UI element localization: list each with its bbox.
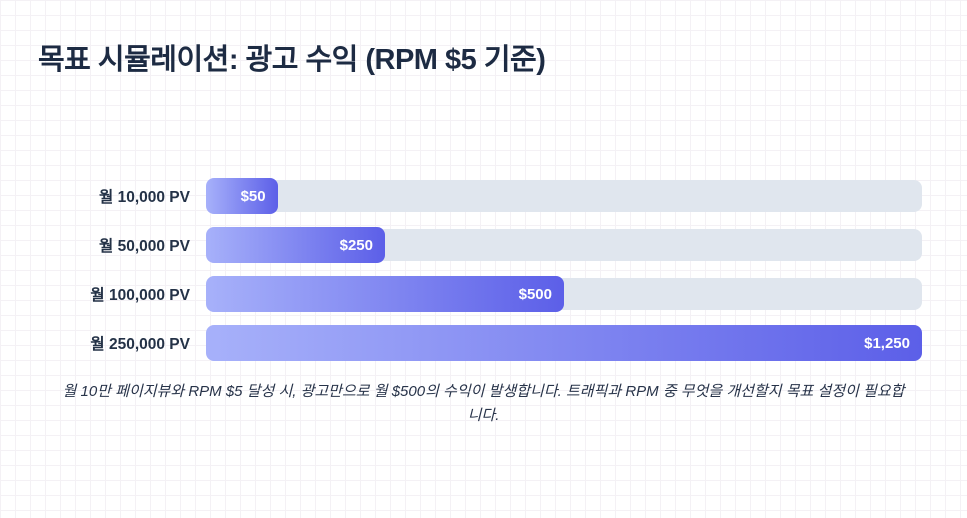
bar-track: $250 [206, 227, 922, 263]
bar-track-background [206, 180, 922, 212]
bar-label: 월 250,000 PV [90, 336, 190, 353]
bar-fill: $500 [206, 276, 564, 312]
bar-label: 월 10,000 PV [99, 189, 190, 206]
bar-fill: $1,250 [206, 325, 922, 361]
bar-track: $1,250 [206, 325, 922, 361]
bar-value: $250 [339, 236, 373, 254]
bar-row: 월 50,000 PV $250 [45, 227, 922, 263]
bar-fill: $50 [206, 178, 278, 214]
page-title: 목표 시뮬레이션: 광고 수익 (RPM $5 기준) [38, 44, 546, 76]
bar-track: $50 [206, 178, 922, 214]
chart-caption: 월 10만 페이지뷰와 RPM $5 달성 시, 광고만으로 월 $500의 수… [62, 383, 905, 424]
bar-track: $500 [206, 276, 922, 312]
bar-label: 월 50,000 PV [99, 238, 190, 255]
bar-value: $500 [518, 285, 552, 303]
bar-label: 월 100,000 PV [90, 287, 190, 304]
bar-row: 월 250,000 PV $1,250 [45, 325, 922, 361]
bar-row: 월 100,000 PV $500 [45, 276, 922, 312]
bar-value: $50 [240, 187, 266, 205]
bar-chart: 월 10,000 PV $50 월 50,000 PV $250 월 100,0… [45, 178, 922, 361]
bar-value: $1,250 [864, 334, 910, 352]
bar-row: 월 10,000 PV $50 [45, 178, 922, 214]
bar-fill: $250 [206, 227, 385, 263]
